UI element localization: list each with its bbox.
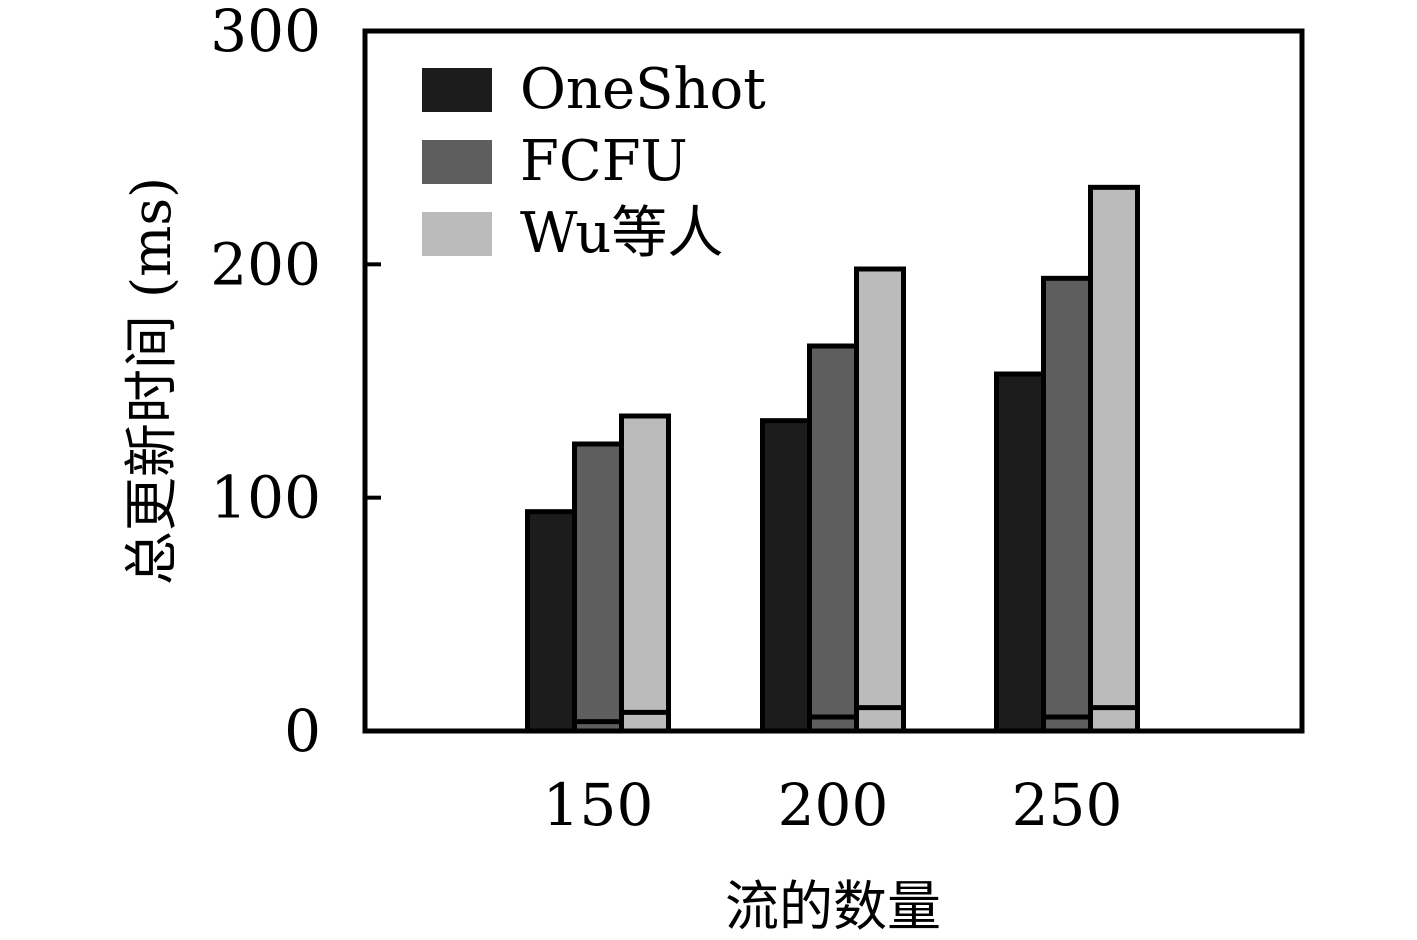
legend: OneShot FCFU Wu等人: [422, 57, 766, 266]
legend-swatch: [422, 68, 492, 112]
legend-label: OneShot: [520, 57, 766, 122]
bar: [807, 343, 859, 734]
y-axis-label: 总更新时间 (ms): [120, 177, 183, 585]
y-tick-label: 300: [210, 0, 321, 65]
x-tick-label: 200: [778, 771, 889, 839]
x-ticks-group: 150 200 250: [543, 771, 1123, 839]
legend-swatch: [422, 140, 492, 184]
bar: [994, 371, 1046, 734]
y-tick-label: 100: [210, 464, 321, 532]
bar: [1088, 184, 1140, 734]
x-axis-label: 流的数量: [725, 875, 941, 938]
bar: [572, 441, 624, 734]
bar: [854, 266, 906, 734]
bars-group: [525, 184, 1140, 734]
y-ticks-group: 0 100 200 300: [210, 0, 381, 765]
x-tick-label: 150: [543, 771, 654, 839]
x-tick-label: 250: [1012, 771, 1123, 839]
bar: [760, 418, 812, 734]
bar: [525, 509, 577, 734]
legend-label: Wu等人: [520, 201, 723, 266]
legend-swatch: [422, 212, 492, 256]
bar: [619, 413, 671, 734]
legend-label: FCFU: [520, 129, 688, 194]
plot-frame: [362, 28, 1305, 734]
y-tick-label: 0: [284, 697, 321, 765]
y-tick-label: 200: [210, 230, 321, 298]
bar: [1041, 275, 1093, 734]
